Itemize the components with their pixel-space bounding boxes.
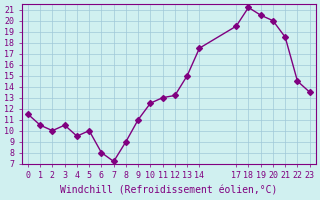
X-axis label: Windchill (Refroidissement éolien,°C): Windchill (Refroidissement éolien,°C) [60,186,277,196]
